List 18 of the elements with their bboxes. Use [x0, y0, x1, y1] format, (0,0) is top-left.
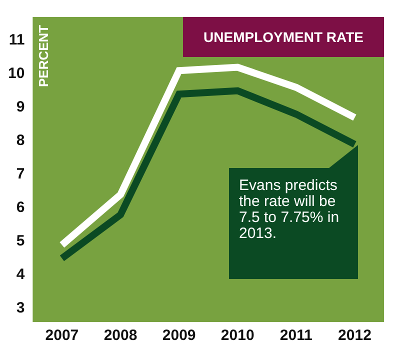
- x-tick-label: 2009: [162, 327, 196, 344]
- y-tick-label: 4: [16, 266, 26, 284]
- y-tick-label: 3: [16, 300, 25, 317]
- y-tick-label: 9: [16, 98, 25, 116]
- text: UNEMPLOYMENT RATE: [183, 17, 384, 57]
- x-tick-label: 2007: [45, 327, 79, 344]
- annotation: Evans predicts the rate will be 7.5 to 7.75% in 2013.: [239, 177, 340, 242]
- y-tick-label: 10: [8, 65, 25, 82]
- y-tick-label: 6: [16, 199, 25, 216]
- x-tick-label: 2011: [280, 327, 312, 344]
- y-tick-label: 11: [8, 32, 25, 49]
- y-tick-label: 8: [16, 132, 25, 150]
- x-tick-label: 2012: [338, 327, 372, 344]
- x-tick-label: 2010: [220, 327, 254, 344]
- y-tick-label: 5: [16, 232, 25, 250]
- y-tick-label: 7: [16, 166, 25, 183]
- x-tick-label: 2008: [104, 327, 138, 344]
- y-axis-title: PERCENT: [36, 24, 51, 87]
